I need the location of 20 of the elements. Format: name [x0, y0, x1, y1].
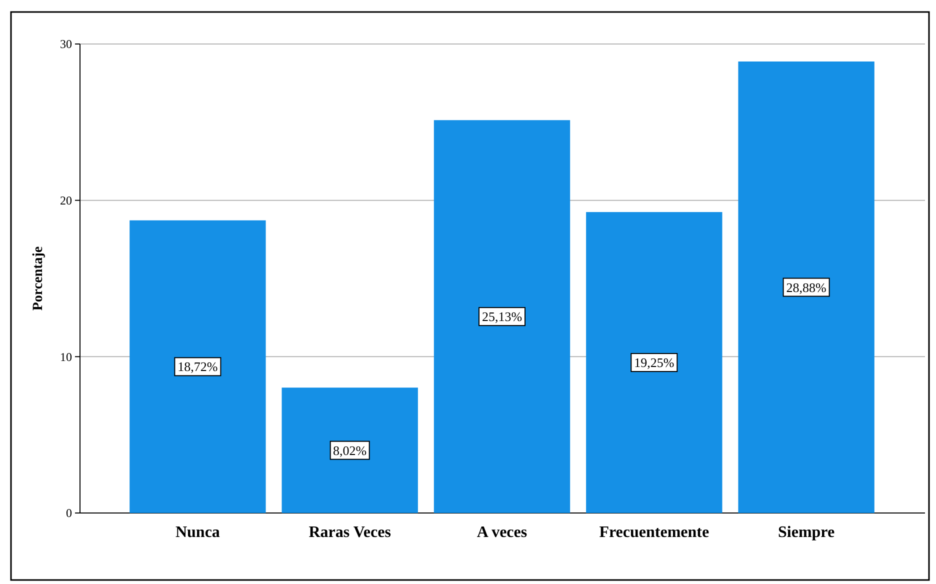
- data-label: 18,72%: [178, 359, 218, 374]
- bar: [738, 62, 874, 513]
- data-label: 28,88%: [786, 280, 827, 295]
- y-tick-label: 10: [60, 350, 72, 364]
- bar: [130, 220, 266, 513]
- x-tick-label: Raras Veces: [308, 524, 391, 541]
- y-tick-label: 30: [60, 37, 72, 52]
- y-tick-label: 20: [60, 194, 72, 208]
- data-label: 25,13%: [482, 309, 522, 324]
- bar: [282, 388, 418, 513]
- x-tick-label: A veces: [476, 524, 528, 541]
- data-label: 19,25%: [634, 355, 674, 370]
- y-axis-title: Porcentaje: [31, 246, 46, 311]
- y-tick-label: 0: [66, 506, 72, 520]
- x-tick-label: Frecuentemente: [599, 524, 710, 541]
- data-label: 8,02%: [333, 442, 367, 458]
- bar: [586, 212, 722, 513]
- x-tick-label: Siempre: [778, 524, 835, 541]
- x-tick-label: Nunca: [175, 524, 220, 541]
- bar: [434, 120, 570, 513]
